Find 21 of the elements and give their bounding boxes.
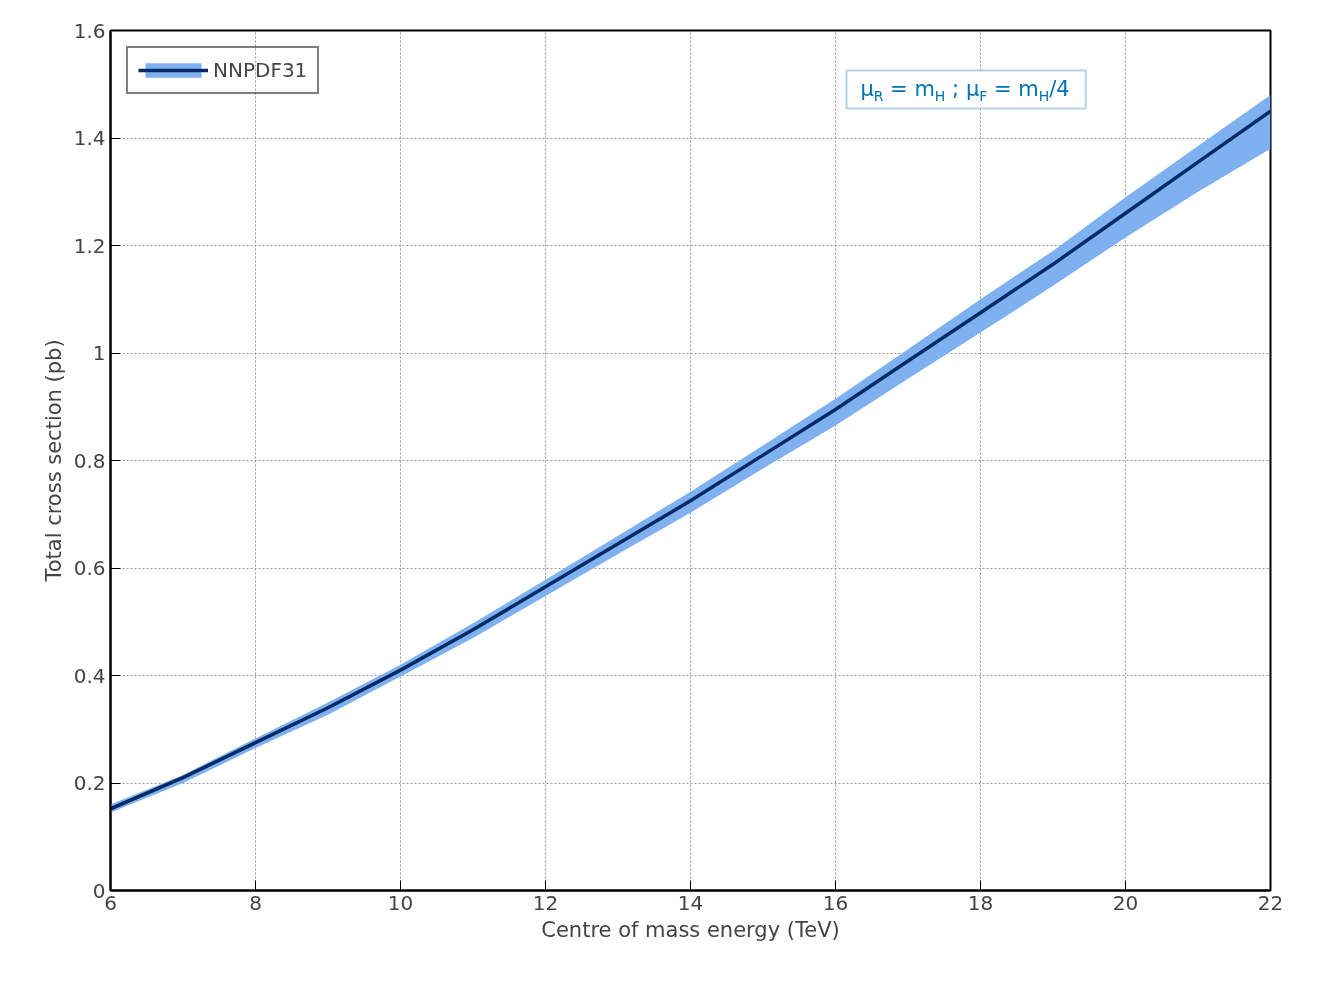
x-tick-label: 12 (532, 890, 559, 915)
y-axis-title: Total cross section (pb) (41, 339, 66, 583)
x-tick-label: 14 (677, 890, 704, 915)
x-axis-title: Centre of mass energy (TeV) (541, 917, 840, 942)
x-tick-label: 20 (1112, 890, 1139, 915)
y-tick-label: 1.2 (73, 233, 106, 258)
y-tick-label: 1 (92, 341, 106, 365)
x-tick-label: 22 (1257, 890, 1284, 915)
y-tick-label: 0.4 (73, 663, 106, 688)
legend-label: NNPDF31 (213, 58, 308, 82)
y-tick-label: 0.8 (73, 448, 106, 473)
y-tick-label: 0.6 (73, 556, 106, 580)
x-tick-label: 16 (822, 890, 849, 915)
y-tick-label: 1.4 (73, 126, 106, 150)
x-tick-label: 6 (104, 890, 117, 915)
x-tick-label: 8 (249, 890, 262, 915)
x-tick-label: 18 (967, 890, 994, 915)
y-tick-label: 0.2 (73, 771, 106, 795)
y-tick-label: 1.6 (73, 18, 106, 43)
x-tick-label: 10 (387, 890, 414, 915)
y-tick-label: 0 (92, 878, 106, 903)
